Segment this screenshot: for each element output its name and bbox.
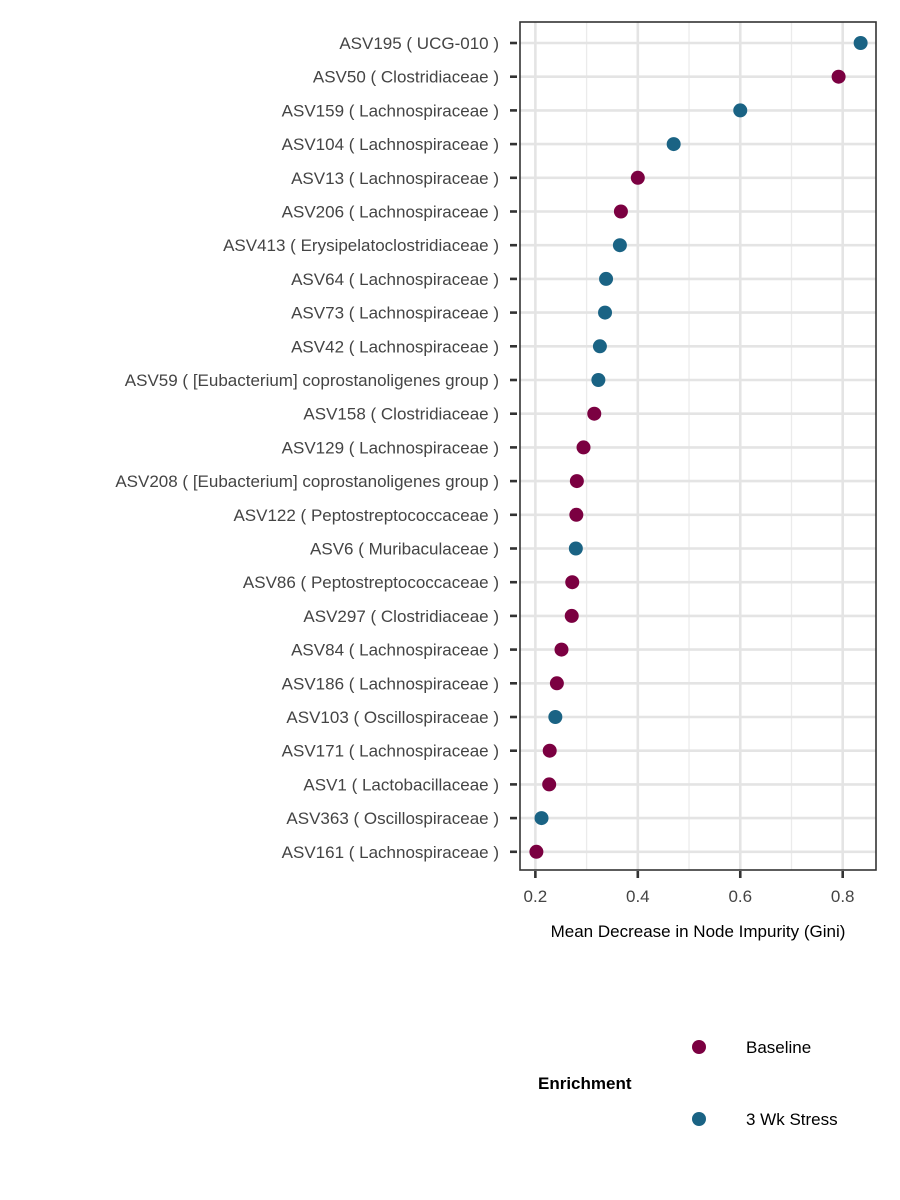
data-points: [529, 36, 868, 859]
legend-title: Enrichment: [538, 1074, 632, 1093]
y-tick-label: ASV1 ( Lactobacillaceae ): [303, 775, 499, 794]
y-tick-label: ASV86 ( Peptostreptococcaceae ): [243, 573, 499, 592]
x-tick-label: 0.4: [626, 887, 650, 906]
data-point: [542, 777, 557, 792]
data-point: [733, 103, 748, 118]
y-tick-label: ASV159 ( Lachnospiraceae ): [282, 101, 499, 120]
data-point: [534, 811, 549, 826]
data-point: [591, 373, 606, 387]
y-tick-label: ASV297 ( Clostridiaceae ): [303, 607, 499, 626]
data-point: [549, 676, 564, 691]
data-point: [576, 440, 591, 455]
y-tick-label: ASV206 ( Lachnospiraceae ): [282, 203, 499, 222]
y-tick-label: ASV186 ( Lachnospiraceae ): [282, 674, 499, 693]
data-point: [831, 69, 846, 84]
y-tick-label: ASV363 ( Oscillospiraceae ): [286, 809, 499, 828]
y-tick-label: ASV171 ( Lachnospiraceae ): [282, 742, 499, 761]
data-point: [612, 238, 627, 253]
x-tick-label: 0.6: [728, 887, 752, 906]
y-tick-label: ASV42 ( Lachnospiraceae ): [291, 337, 499, 356]
data-point: [569, 507, 584, 522]
legend: Enrichment Baseline 3 Wk Stress: [538, 1038, 838, 1129]
y-tick-label: ASV195 ( UCG-010 ): [339, 34, 499, 53]
data-point: [564, 608, 579, 623]
data-point: [853, 36, 868, 50]
x-axis: 0.2 0.4 0.6 0.8: [524, 871, 855, 906]
y-axis: ASV195 ( UCG-010 ) ASV50 ( Clostridiaceae…: [115, 34, 517, 862]
legend-label: Baseline: [746, 1038, 811, 1057]
data-point: [598, 305, 613, 320]
data-point: [613, 204, 628, 219]
data-point: [565, 575, 580, 590]
y-tick-label: ASV158 ( Clostridiaceae ): [303, 405, 499, 424]
data-point: [569, 474, 584, 489]
y-tick-label: ASV161 ( Lachnospiraceae ): [282, 843, 499, 862]
data-point: [592, 339, 607, 354]
x-axis-title: Mean Decrease in Node Impurity (Gini): [551, 922, 846, 941]
legend-key: [692, 1112, 706, 1126]
legend-key: [692, 1040, 706, 1054]
y-tick-label: ASV208 ( [Eubacterium] coprostanoligenes…: [115, 472, 499, 491]
y-tick-label: ASV104 ( Lachnospiraceae ): [282, 135, 499, 154]
y-tick-label: ASV413 ( Erysipelatoclostridiaceae ): [223, 236, 499, 255]
grid-lines: [520, 22, 876, 870]
data-point: [587, 406, 602, 421]
data-point: [542, 743, 557, 758]
y-tick-label: ASV50 ( Clostridiaceae ): [313, 68, 499, 87]
y-tick-label: ASV129 ( Lachnospiraceae ): [282, 438, 499, 457]
x-tick-label: 0.8: [831, 887, 855, 906]
data-point: [529, 844, 544, 859]
data-point: [666, 137, 681, 152]
y-tick-label: ASV64 ( Lachnospiraceae ): [291, 270, 499, 289]
data-point: [599, 271, 614, 286]
y-tick-label: ASV73 ( Lachnospiraceae ): [291, 304, 499, 323]
y-tick-label: ASV6 ( Muribaculaceae ): [310, 540, 499, 559]
data-point: [554, 642, 569, 657]
plot-panel-border: [519, 21, 877, 871]
y-tick-label: ASV122 ( Peptostreptococcaceae ): [233, 506, 499, 525]
x-tick-label: 0.2: [524, 887, 548, 906]
data-point: [568, 541, 583, 556]
y-tick-label: ASV59 ( [Eubacterium] coprostanoligenes …: [125, 371, 499, 390]
legend-label: 3 Wk Stress: [746, 1110, 838, 1129]
y-tick-label: ASV13 ( Lachnospiraceae ): [291, 169, 499, 188]
y-tick-label: ASV103 ( Oscillospiraceae ): [286, 708, 499, 727]
y-tick-label: ASV84 ( Lachnospiraceae ): [291, 641, 499, 660]
data-point: [548, 710, 563, 724]
data-point: [630, 170, 645, 185]
